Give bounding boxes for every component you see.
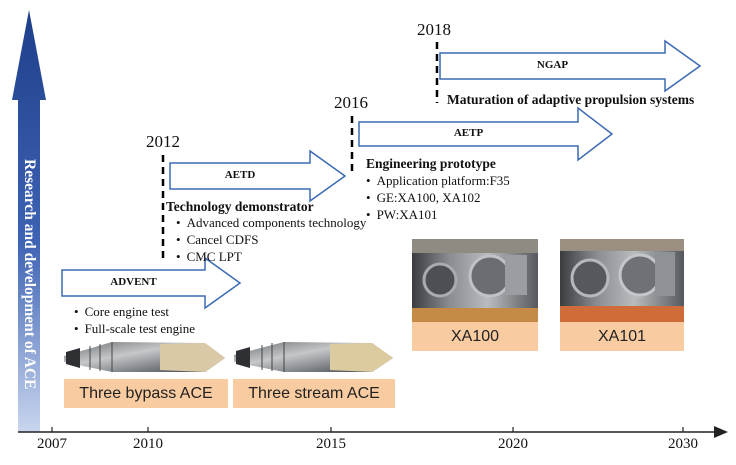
- aetd-bullet-list: Advanced components technology Cancel CD…: [176, 214, 367, 265]
- ngap-heading: Maturation of adaptive propulsion system…: [447, 92, 695, 107]
- vertical-axis-label: Research and development of ACE: [21, 158, 38, 390]
- xa100-photo: [412, 239, 538, 322]
- vertical-arrow: [12, 10, 46, 432]
- list-item: Application platform:F35: [366, 172, 510, 189]
- list-item: PW:XA101: [366, 206, 510, 223]
- three-stream-ace-tag: Three stream ACE: [233, 379, 395, 408]
- three-stream-engine-image: [234, 342, 393, 372]
- axis-label-2015: 2015: [316, 436, 346, 452]
- list-item: Full-scale test engine: [74, 320, 195, 337]
- list-item: Core engine test: [74, 303, 195, 320]
- list-item: GE:XA100, XA102: [366, 189, 510, 206]
- advent-bullet-list: Core engine test Full-scale test engine: [74, 303, 195, 337]
- axis-label-2007: 2007: [37, 436, 67, 452]
- axis-label-2010: 2010: [133, 436, 163, 452]
- aetp-heading: Engineering prototype: [366, 156, 496, 171]
- three-bypass-ace-tag: Three bypass ACE: [64, 379, 228, 408]
- xa101-photo: [560, 239, 684, 323]
- timeline-axis-arrowhead: [714, 426, 728, 438]
- xa100-tag: XA100: [412, 322, 538, 351]
- list-item: Advanced components technology: [176, 214, 367, 231]
- aetp-bullet-list: Application platform:F35 GE:XA100, XA102…: [366, 172, 510, 223]
- axis-label-2030: 2030: [668, 436, 698, 452]
- list-item: Cancel CDFS: [176, 231, 366, 248]
- axis-label-2020: 2020: [498, 436, 528, 452]
- milestone-year-2012: 2012: [146, 132, 180, 151]
- arrow-label-ngap: NGAP: [536, 59, 569, 71]
- arrow-ngap: [439, 39, 702, 93]
- xa101-tag: XA101: [560, 322, 684, 351]
- milestone-year-2016: 2016: [334, 93, 368, 112]
- arrow-label-aetp: AETP: [453, 127, 484, 139]
- three-bypass-engine-image: [64, 342, 225, 372]
- list-item: CMC LPT: [176, 248, 366, 265]
- milestone-year-2018: 2018: [417, 20, 451, 39]
- arrow-aetp: [358, 106, 614, 162]
- arrow-label-aetd: AETD: [224, 169, 256, 181]
- arrow-advent: [61, 256, 242, 310]
- arrow-label-advent: ADVENT: [110, 276, 157, 288]
- aetd-heading: Technology demonstrator: [166, 199, 314, 214]
- arrow-aetd: [169, 149, 347, 203]
